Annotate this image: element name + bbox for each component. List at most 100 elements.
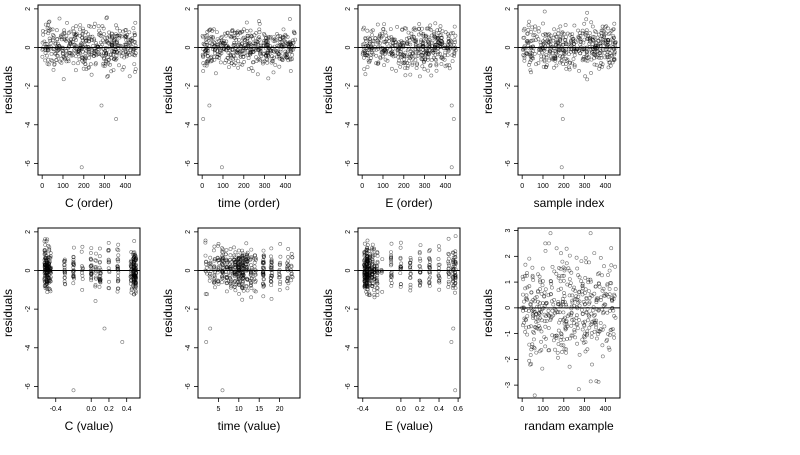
data-point bbox=[238, 62, 243, 67]
data-point bbox=[606, 294, 611, 299]
x-axis-title: C (value) bbox=[65, 419, 114, 433]
data-point bbox=[106, 74, 111, 78]
data-point bbox=[450, 59, 455, 64]
data-point bbox=[49, 58, 54, 63]
data-point bbox=[286, 45, 291, 50]
data-point bbox=[69, 53, 74, 58]
data-point bbox=[257, 56, 262, 61]
data-point bbox=[87, 52, 92, 56]
data-point bbox=[525, 31, 530, 36]
x-tick-label: 200 bbox=[78, 183, 90, 190]
data-point bbox=[363, 72, 368, 77]
y-tick-label: 0 bbox=[185, 268, 192, 272]
data-point bbox=[241, 266, 246, 271]
data-point bbox=[388, 47, 393, 52]
data-point bbox=[609, 281, 614, 286]
data-point bbox=[523, 286, 528, 291]
data-point bbox=[103, 49, 108, 53]
data-point bbox=[47, 29, 51, 33]
data-point bbox=[589, 335, 594, 339]
y-tick-label: 2 bbox=[345, 230, 352, 234]
data-point bbox=[201, 54, 205, 58]
data-point bbox=[601, 286, 606, 291]
data-point bbox=[45, 274, 50, 279]
data-point bbox=[278, 260, 283, 265]
data-point bbox=[527, 324, 531, 329]
data-point bbox=[425, 52, 430, 56]
data-point bbox=[587, 300, 592, 305]
data-point bbox=[564, 62, 568, 66]
data-point bbox=[277, 273, 282, 277]
data-point bbox=[283, 32, 288, 37]
data-point bbox=[284, 266, 289, 271]
data-point bbox=[80, 270, 84, 275]
outlier-point bbox=[207, 103, 212, 108]
data-point bbox=[384, 50, 388, 55]
data-point bbox=[365, 65, 370, 70]
data-point bbox=[405, 48, 410, 53]
outlier-point bbox=[451, 326, 456, 331]
data-point bbox=[47, 26, 52, 31]
data-point bbox=[449, 39, 454, 44]
data-point bbox=[453, 274, 458, 279]
data-point bbox=[562, 273, 566, 278]
data-point bbox=[368, 259, 372, 263]
data-point bbox=[450, 31, 455, 35]
data-point bbox=[601, 47, 605, 52]
data-point bbox=[561, 50, 566, 55]
data-point bbox=[452, 264, 457, 269]
data-point bbox=[526, 23, 531, 28]
data-point bbox=[252, 44, 257, 49]
data-point bbox=[529, 58, 533, 63]
data-point bbox=[285, 35, 290, 39]
data-point bbox=[594, 284, 598, 289]
data-point bbox=[261, 284, 266, 289]
data-point bbox=[584, 310, 589, 315]
data-point bbox=[131, 280, 136, 285]
data-point bbox=[553, 311, 557, 316]
data-point bbox=[43, 29, 48, 34]
data-point bbox=[368, 56, 373, 61]
data-point bbox=[115, 257, 120, 262]
outlier-point bbox=[219, 165, 224, 170]
data-point bbox=[569, 35, 574, 39]
data-point bbox=[378, 56, 383, 61]
data-point bbox=[540, 50, 545, 55]
data-point bbox=[49, 52, 54, 56]
data-point bbox=[87, 56, 92, 60]
scatter-points bbox=[42, 237, 139, 393]
y-tick-label: -6 bbox=[185, 160, 192, 166]
data-point bbox=[424, 35, 429, 40]
data-point bbox=[561, 62, 566, 67]
data-point bbox=[248, 52, 253, 57]
data-point bbox=[403, 66, 407, 71]
data-point bbox=[104, 16, 109, 21]
data-point bbox=[232, 31, 237, 35]
data-point bbox=[212, 244, 217, 249]
y-axis-title: residuals bbox=[321, 289, 335, 337]
data-point bbox=[398, 64, 403, 69]
data-point bbox=[114, 23, 118, 28]
data-point bbox=[105, 40, 110, 45]
data-point bbox=[109, 56, 114, 60]
data-point bbox=[559, 286, 563, 291]
data-point bbox=[232, 270, 237, 275]
data-point bbox=[216, 265, 221, 269]
data-point bbox=[43, 280, 47, 285]
data-point bbox=[107, 268, 112, 273]
data-point bbox=[220, 269, 225, 274]
data-point bbox=[576, 35, 581, 40]
data-point bbox=[277, 267, 282, 272]
data-point bbox=[375, 270, 380, 275]
data-point bbox=[389, 281, 394, 286]
data-point bbox=[76, 61, 80, 66]
data-point bbox=[43, 58, 48, 63]
data-point bbox=[233, 272, 238, 277]
data-point bbox=[372, 292, 377, 297]
data-point bbox=[601, 34, 606, 39]
data-point bbox=[224, 248, 229, 253]
data-point bbox=[216, 243, 220, 248]
data-point bbox=[529, 347, 534, 352]
